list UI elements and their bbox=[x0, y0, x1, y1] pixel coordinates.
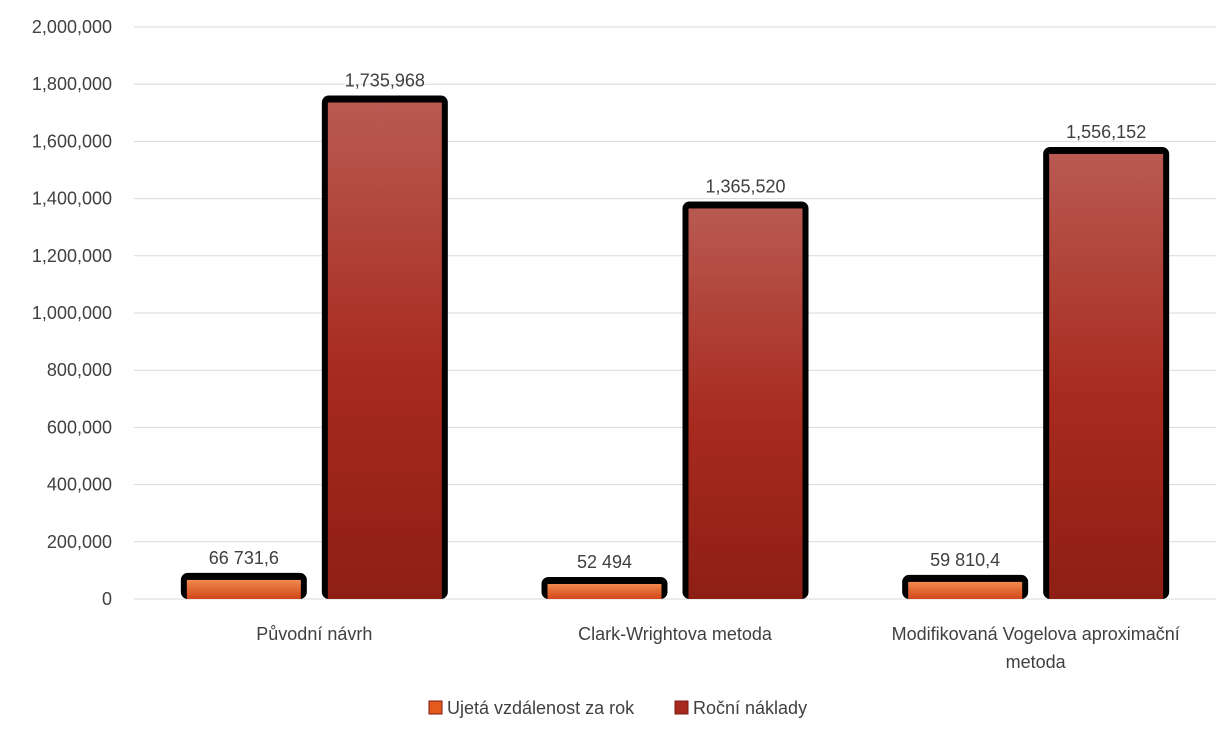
bar-fill bbox=[186, 579, 301, 599]
bar bbox=[321, 95, 448, 599]
bar-fill bbox=[327, 102, 442, 599]
bar bbox=[682, 201, 809, 599]
data-labels: 66 731,6 1,735,968 52 494 1,365,520 59 810,4… bbox=[209, 71, 1146, 572]
y-tick-label: 2,000,000 bbox=[32, 17, 112, 37]
y-tick-label: 1,400,000 bbox=[32, 189, 112, 209]
y-tick-label: 1,800,000 bbox=[32, 74, 112, 94]
legend-label: Ujetá vzdálenost za rok bbox=[447, 698, 635, 718]
legend-swatch bbox=[674, 700, 689, 715]
y-tick-label: 600,000 bbox=[47, 417, 112, 437]
gridlines bbox=[134, 26, 1216, 600]
data-label: 1,556,152 bbox=[1066, 122, 1146, 142]
x-tick-label: Clark-Wrightova metoda bbox=[578, 624, 773, 644]
bar bbox=[180, 572, 307, 599]
bar bbox=[902, 574, 1029, 599]
data-label: 59 810,4 bbox=[930, 550, 1000, 570]
x-axis-ticks: Původní návrh Clark-Wrightova metoda Modif… bbox=[256, 624, 1179, 672]
data-label: 1,365,520 bbox=[705, 176, 785, 196]
legend-item: Roční náklady bbox=[674, 698, 807, 718]
y-axis-ticks: 0 200,000 400,000 600,000 800,000 1,000,000 1,… bbox=[32, 17, 112, 609]
bar-fill bbox=[1049, 153, 1164, 599]
bar bbox=[541, 576, 668, 599]
x-tick-label: Modifikovaná Vogelova aproximační metoda bbox=[892, 624, 1180, 672]
x-tick-label: Původní návrh bbox=[256, 624, 372, 644]
y-tick-label: 400,000 bbox=[47, 475, 112, 495]
bar-fill bbox=[688, 208, 803, 599]
y-tick-label: 1,000,000 bbox=[32, 303, 112, 323]
data-label: 1,735,968 bbox=[345, 71, 425, 91]
legend-item: Ujetá vzdálenost za rok bbox=[428, 698, 635, 718]
bar bbox=[1043, 146, 1170, 599]
legend: Ujetá vzdálenost za rok Roční náklady bbox=[428, 698, 807, 718]
y-tick-label: 200,000 bbox=[47, 532, 112, 552]
y-tick-label: 1,600,000 bbox=[32, 131, 112, 151]
bar-fill bbox=[547, 583, 662, 599]
y-tick-label: 1,200,000 bbox=[32, 246, 112, 266]
y-tick-label: 0 bbox=[102, 589, 112, 609]
bars bbox=[180, 95, 1170, 599]
y-tick-label: 800,000 bbox=[47, 360, 112, 380]
legend-label: Roční náklady bbox=[693, 698, 807, 718]
legend-swatch bbox=[428, 700, 443, 715]
bar-fill bbox=[908, 581, 1023, 599]
data-label: 52 494 bbox=[577, 552, 632, 572]
data-label: 66 731,6 bbox=[209, 548, 279, 568]
